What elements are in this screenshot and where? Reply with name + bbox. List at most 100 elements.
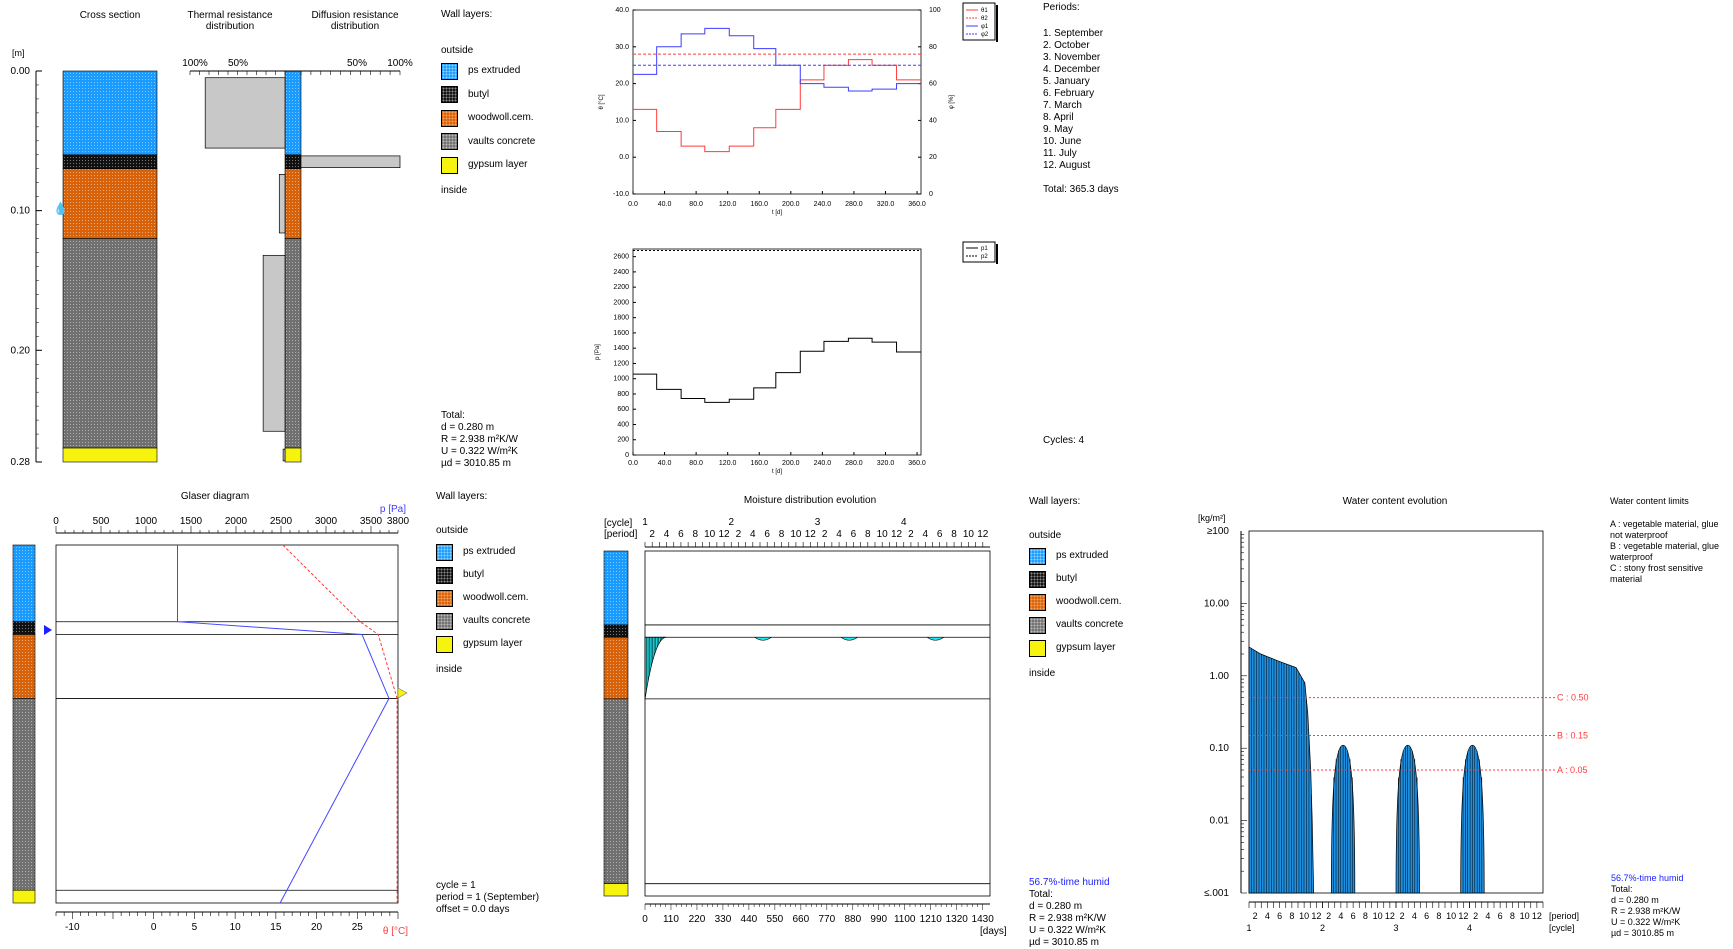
y-tick-label: 2000	[613, 299, 629, 306]
water-period-label: 12	[1311, 911, 1321, 921]
p-axis-label: p [Pa]	[380, 504, 406, 515]
x-tick-label: 320.0	[877, 201, 895, 208]
inside-label-mid: inside	[436, 664, 463, 675]
legend-swatch	[436, 612, 453, 630]
legend-label: vaults concrete	[463, 615, 531, 626]
cycle-label: 4	[901, 517, 907, 528]
y2-tick-label: 80	[929, 44, 937, 51]
x-axis-label: t [d]	[772, 469, 782, 475]
period-item: 9. May	[1043, 124, 1074, 135]
layer-5	[62, 447, 158, 463]
x-tick-label: 40.0	[658, 201, 672, 208]
theta-axis-label: θ [°C]	[383, 926, 408, 937]
y-tick-label: 10.0	[615, 117, 629, 124]
total-d: d = 0.280 m	[441, 422, 495, 433]
inside-label-right: inside	[1029, 668, 1056, 679]
period-item: 6. February	[1043, 88, 1095, 99]
water-period-label: 8	[1510, 911, 1515, 921]
water-period-label: 8	[1363, 911, 1368, 921]
period-label: 4	[836, 529, 842, 540]
water-period-label: 4	[1412, 911, 1417, 921]
wall-layers-title-mid: Wall layers:	[436, 491, 488, 502]
water-y-tick-label: ≤.001	[1204, 888, 1229, 899]
legend-swatch	[441, 156, 458, 174]
moisture-frame	[644, 550, 991, 897]
y-tick-label: -10.0	[613, 191, 629, 198]
period-label: 4	[923, 529, 929, 540]
legend-item: ps extruded	[441, 62, 520, 80]
legend-label: gypsum layer	[468, 159, 528, 170]
pressure-legend-box	[962, 241, 996, 263]
periods-panel: Periods: 1. September 2. October 3. Novemb…	[1043, 2, 1119, 196]
legend-label: butyl	[463, 569, 485, 580]
water-period-label: 2	[1400, 911, 1405, 921]
water-y-tick-label: 0.10	[1210, 743, 1230, 754]
y-tick-label: 1000	[613, 376, 629, 383]
periods-list: 1. September 2. October 3. November 4. Dece…	[1043, 28, 1119, 172]
water-limits-panel: Water content limits A : vegetable mater…	[1610, 496, 1730, 585]
legend-swatch	[436, 589, 453, 607]
y-tick-label: 20.0	[615, 81, 629, 88]
day-tick-label: 110	[663, 914, 679, 925]
legend-item: woodwoll.cem.	[1029, 593, 1122, 611]
phi1-series	[633, 27, 921, 92]
cycle-label: 3	[815, 517, 821, 528]
water-limit-label: A : 0.05	[1557, 765, 1588, 775]
day-tick-label: 990	[870, 914, 887, 925]
total-u-3: U = 0.322 W/m²K	[1611, 917, 1681, 927]
depth-tick-label: 0.10	[11, 206, 31, 217]
x-tick-label: 240.0	[814, 460, 832, 467]
day-tick-label: 440	[741, 914, 758, 925]
y-axis-label: θ [°C]	[599, 94, 605, 109]
p1-series	[633, 337, 921, 403]
diffusion-resistance-title: Diffusion resistance distribution	[311, 10, 399, 32]
water-period-label: 4	[1338, 911, 1343, 921]
legend-swatch	[1029, 639, 1046, 657]
water-cycle-axis-label: [cycle]	[1549, 923, 1575, 933]
water-y-tick-label: 0.01	[1210, 816, 1230, 827]
legend-swatch	[441, 109, 458, 127]
water-cycle-label: 3	[1393, 923, 1398, 933]
x-tick-label: 80.0	[689, 460, 703, 467]
period-label: 6	[937, 529, 943, 540]
legend-label: butyl	[468, 88, 490, 100]
diffusion-scale-label: 50%	[347, 58, 367, 69]
day-tick-label: 220	[689, 914, 706, 925]
glaser-period: period = 1 (September)	[436, 892, 540, 903]
period-axis-label: [period]	[604, 529, 638, 540]
period-label: 10	[877, 529, 889, 540]
glaser-frame	[55, 544, 399, 904]
thermal-scale-label: 50%	[228, 58, 248, 69]
period-item: 7. March	[1043, 100, 1082, 111]
total-label-3: Total:	[1611, 884, 1633, 894]
period-item: 3. November	[1043, 52, 1101, 63]
cycle-label: 2	[728, 517, 734, 528]
period-label: 12	[719, 529, 731, 540]
y-tick-label: 400	[617, 421, 629, 428]
legend-swatch	[1029, 570, 1046, 588]
total-label-2: Total:	[1029, 889, 1053, 900]
pressure-legend-label: p2	[981, 254, 988, 260]
cross-section-svg: 0.00 0.10 0.20 0.28 💧 100% 50% 50% 100%	[11, 58, 413, 468]
water-period-label: 10	[1299, 911, 1309, 921]
x-tick-label: 0.0	[628, 201, 638, 208]
legend-item: butyl	[441, 86, 489, 104]
legend-swatch	[441, 133, 458, 150]
theta1-series	[633, 59, 921, 153]
day-tick-label: 1430	[972, 914, 995, 925]
layer-1	[62, 70, 158, 156]
water-period-label: 4	[1485, 911, 1490, 921]
theta-tick-label: 10	[230, 922, 242, 933]
period-label: 10	[704, 529, 716, 540]
day-tick-label: 550	[767, 914, 784, 925]
p-tick-label: 1000	[135, 516, 158, 527]
legend-item: vaults concrete	[441, 133, 535, 151]
period-label: 6	[851, 529, 857, 540]
legend-label: ps extruded	[463, 546, 516, 557]
period-label: 12	[977, 529, 989, 540]
thermal-bar	[204, 77, 286, 149]
water-unit-label: [kg/m²]	[1198, 513, 1226, 523]
legend-swatch	[436, 543, 453, 561]
